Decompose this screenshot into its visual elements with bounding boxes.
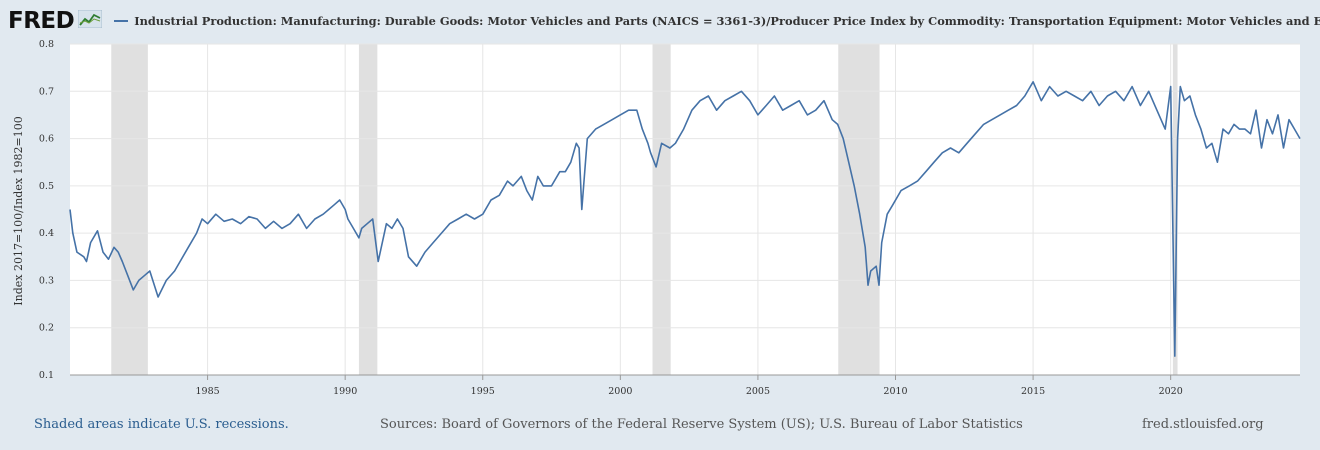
x-tick-label: 2010 <box>883 386 907 397</box>
legend-swatch <box>114 20 129 22</box>
header: FRED Industrial Production: Manufacturin… <box>8 6 1320 36</box>
y-tick-label: 0.8 <box>39 39 54 50</box>
fred-logo-text: FRED <box>8 7 75 34</box>
x-tick-label: 1990 <box>333 386 357 397</box>
recession-band <box>1172 44 1178 375</box>
x-tick-label: 2005 <box>746 386 770 397</box>
x-tick-label: 2020 <box>1159 386 1183 397</box>
y-tick-label: 0.1 <box>39 370 54 381</box>
fred-url-link[interactable]: fred.stlouisfed.org <box>1142 417 1264 432</box>
x-tick-label: 1995 <box>471 386 495 397</box>
x-tick-label: 2015 <box>1021 386 1045 397</box>
y-axis-title: Index 2017=100/Index 1982=100 <box>12 116 25 305</box>
sources-note: Sources: Board of Governors of the Feder… <box>380 417 1023 432</box>
recession-band <box>111 44 148 375</box>
legend: Industrial Production: Manufacturing: Du… <box>114 14 1320 28</box>
recession-note: Shaded areas indicate U.S. recessions. <box>34 417 289 432</box>
recession-band <box>652 44 671 375</box>
y-tick-label: 0.2 <box>39 323 54 334</box>
fred-logo[interactable]: FRED <box>8 7 103 34</box>
y-tick-label: 0.3 <box>39 275 54 286</box>
plot-background <box>70 44 1300 375</box>
x-tick-label: 1985 <box>195 386 219 397</box>
x-tick-label: 2000 <box>608 386 632 397</box>
series-line <box>69 81 1301 357</box>
chart-line-icon <box>77 9 103 32</box>
y-tick-label: 0.7 <box>39 86 54 97</box>
y-tick-label: 0.5 <box>39 181 54 192</box>
recession-band <box>358 44 378 375</box>
y-tick-label: 0.6 <box>39 134 54 145</box>
legend-label: Industrial Production: Manufacturing: Du… <box>134 14 1320 28</box>
y-tick-label: 0.4 <box>39 228 54 239</box>
plot-area: 0.1 0.2 0.3 0.4 0.5 0.6 0.7 0.8 1985 1990 1995 2000… <box>39 39 1301 397</box>
